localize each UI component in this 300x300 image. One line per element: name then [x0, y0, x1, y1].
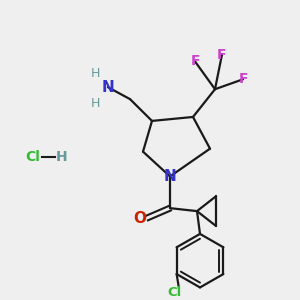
Text: H: H [90, 67, 100, 80]
Text: H: H [56, 150, 68, 164]
Text: O: O [134, 211, 146, 226]
Text: N: N [102, 80, 114, 95]
Text: N: N [164, 169, 176, 184]
Text: Cl: Cl [168, 286, 182, 299]
Text: F: F [190, 55, 200, 68]
Text: H: H [90, 97, 100, 110]
Text: F: F [238, 72, 248, 86]
Text: Cl: Cl [26, 150, 40, 164]
Text: F: F [217, 47, 227, 61]
